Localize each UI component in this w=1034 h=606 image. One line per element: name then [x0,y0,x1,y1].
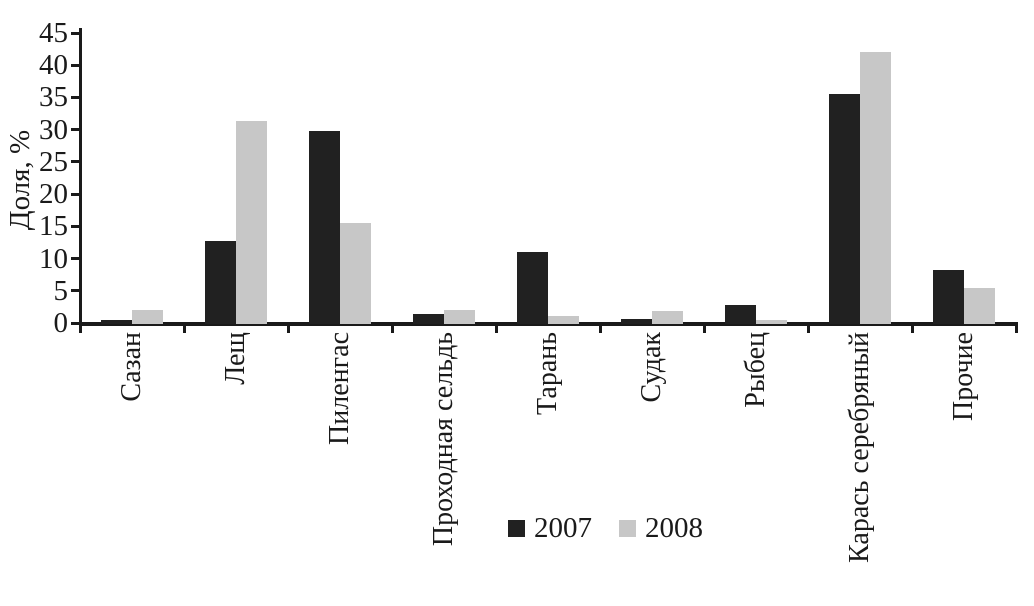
x-tick-mark [390,322,394,333]
bar-2008 [236,121,267,324]
y-tick-label: 10 [39,242,68,275]
y-tick-label: 40 [39,49,68,82]
x-tick-mark [806,322,810,333]
y-tick-label: 5 [53,274,69,307]
y-tick-mark [71,257,80,261]
y-tick-mark [71,95,80,99]
legend-swatch-2007 [508,519,525,537]
bar-2008 [860,52,891,324]
x-category-label: Лещ [220,332,251,385]
y-tick-mark [71,321,80,325]
x-tick-mark [1014,322,1018,333]
bar-2007 [933,269,964,324]
x-category-label: Рыбец [740,332,771,408]
y-tick-mark [71,224,80,228]
bar-2008 [652,310,683,324]
bar-2007 [829,94,860,324]
x-tick-mark [910,322,914,333]
bar-2007 [205,240,236,324]
bar-2007 [621,319,652,324]
legend-label-2008: 2008 [645,512,703,544]
y-tick-label: 15 [39,210,68,243]
x-tick-mark [598,322,602,333]
x-category-label: Прочие [948,332,979,421]
y-tick-mark [71,289,80,293]
x-category-label: Проходная сельдь [428,332,459,547]
bar-2008 [756,319,787,324]
bar-2008 [444,310,475,324]
y-axis-line [78,28,82,325]
bar-2008 [548,315,579,324]
bar-2007 [517,252,548,324]
x-tick-mark [182,322,186,333]
y-tick-mark [71,192,80,196]
legend-swatch-2008 [619,519,636,537]
bar-2008 [964,288,995,324]
y-tick-mark [71,31,80,35]
y-tick-label: 30 [39,113,68,146]
y-tick-label: 35 [39,81,68,114]
x-tick-mark [286,322,290,333]
bar-2007 [725,304,756,324]
y-tick-label: 0 [53,307,69,339]
bar-2007 [101,319,132,324]
y-tick-mark [71,160,80,164]
legend-label-2007: 2007 [534,512,592,544]
bar-2008 [340,223,371,324]
x-tick-mark [702,322,706,333]
bar-2008 [132,310,163,324]
x-category-label: Карась серебряный [844,332,875,563]
x-tick-mark [78,322,82,333]
bar-2007 [413,313,444,324]
x-tick-mark [494,322,498,333]
bar-2007 [309,130,340,324]
x-category-label: Сазан [116,332,147,402]
y-tick-label: 20 [39,178,68,211]
x-category-label: Пиленгас [324,332,355,445]
x-category-label: Тарань [532,332,563,416]
y-tick-label: 45 [39,17,68,49]
y-tick-label: 25 [39,145,68,178]
legend: 2007 2008 [508,511,703,545]
x-category-label: Судак [636,332,667,403]
y-tick-mark [71,128,80,132]
y-tick-mark [71,63,80,67]
